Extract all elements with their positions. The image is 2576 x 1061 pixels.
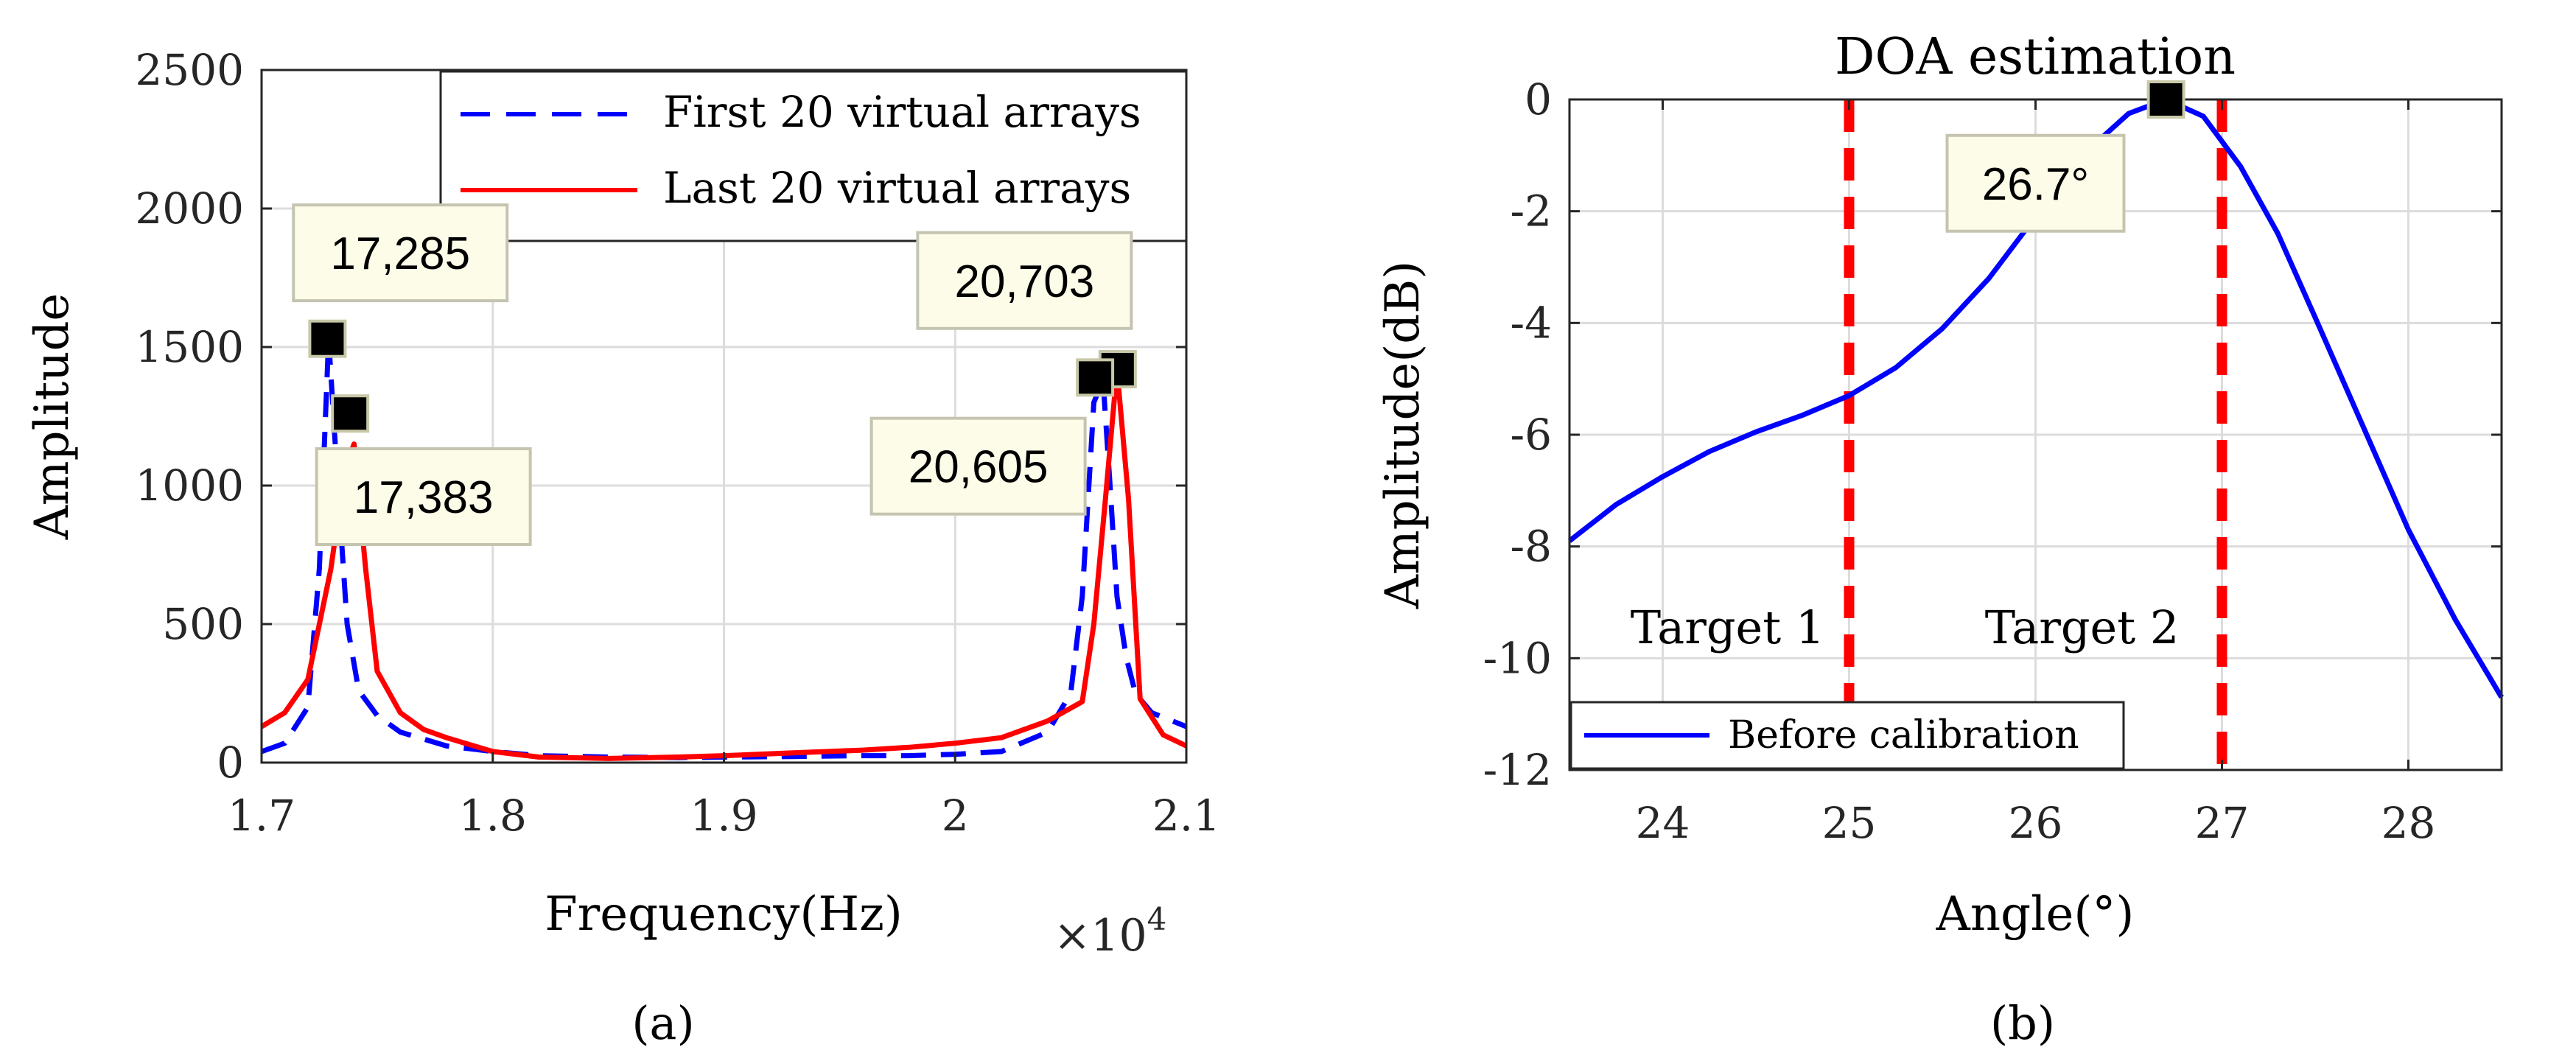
x-tick-label: 25 [1822,798,1877,848]
x-tick-label: 1.9 [690,791,757,841]
data-tip-label: 20,703 [955,256,1095,307]
panel-a-y-axis-label: Amplitude [25,293,80,541]
panel-b-annotations: 26.7° [1945,80,2185,233]
panel-a-legend: First 20 virtual arrays Last 20 virtual … [439,70,1188,242]
x-tick-label: 24 [1636,798,1690,848]
panel-b-y-axis-label: Amplitude(dB) [1376,261,1430,610]
data-tip-marker [331,394,370,433]
data-tip-box [1945,133,2126,233]
x-tick-label: 2 [942,791,969,841]
data-tip-marker [1076,358,1115,397]
panel-a-caption: (a) [631,996,694,1050]
panel-a-ticks: 1.7 1.8 1.9 2 2.1 0 500 1000 1500 2000 2500 [135,45,1220,841]
y-tick-label: -8 [1511,522,1553,572]
target-2-label: Target 2 [1985,600,2180,654]
panel-b-caption: (b) [1990,996,2055,1050]
x-tick-label: 1.7 [228,791,295,841]
y-tick-label: -4 [1511,298,1553,348]
panel-a-x-multiplier-base: ×10 [1054,910,1147,962]
y-tick-label: 0 [1525,74,1552,125]
data-tip-marker [308,319,347,358]
data-tip-label: 17,285 [330,228,470,279]
y-tick-label: -2 [1511,186,1553,237]
panel-a-annotations: 17,285 17,383 20,703 20,605 [292,203,1137,547]
x-tick-label: 2.1 [1152,791,1220,841]
panel-a-x-multiplier-exp: 4 [1147,901,1167,937]
data-tip-label: 17,383 [354,472,494,523]
y-tick-label: 2500 [135,45,244,95]
x-tick-label: 1.8 [459,791,527,841]
panel-b-caption-text: (b) [1990,996,2055,1050]
x-tick-label: 26 [2009,798,2063,848]
data-tip-marker [2146,80,2185,119]
target-1-label: Target 1 [1631,600,1825,654]
legend-label-before-calibration: Before calibration [1728,713,2079,757]
data-tip-label: 20,605 [909,442,1049,493]
data-tip-box [869,416,1087,516]
y-tick-label: 1000 [135,461,244,511]
data-tip-box [292,203,509,303]
x-tick-label: 27 [2195,798,2250,848]
y-tick-label: 2000 [135,183,244,234]
panel-a-x-multiplier: ×104 [1054,901,1166,962]
panel-b-x-axis-label: Angle(°) [1936,887,2135,942]
panel-a: 1.7 1.8 1.9 2 2.1 0 500 1000 1500 2000 2500 First … [25,45,1220,1050]
legend-label-first-20: First 20 virtual arrays [663,87,1141,137]
y-tick-label: -6 [1511,410,1553,460]
y-tick-label: -10 [1483,633,1552,683]
panel-b-markers [1844,99,2227,770]
data-tip-label: 26.7° [1982,159,2089,210]
y-tick-label: -12 [1483,745,1552,795]
panel-a-legend-box [439,70,1188,242]
y-tick-label: 500 [162,599,244,649]
panel-b: 24 25 26 27 28 0 -2 -4 -6 -8 -10 -12 Target 1 Targe… [1376,28,2505,1050]
data-tip-box [916,231,1133,330]
x-tick-label: 28 [2381,798,2436,848]
legend-label-last-20: Last 20 virtual arrays [663,163,1131,213]
data-tip-box [315,447,532,547]
y-tick-label: 1500 [135,322,244,372]
panel-b-title: DOA estimation [1835,28,2236,86]
panel-a-caption-text: (a) [631,996,694,1050]
panel-a-x-axis-label: Frequency(Hz) [545,887,903,942]
y-tick-label: 0 [217,738,244,788]
panel-b-legend: Before calibration [1569,701,2125,770]
